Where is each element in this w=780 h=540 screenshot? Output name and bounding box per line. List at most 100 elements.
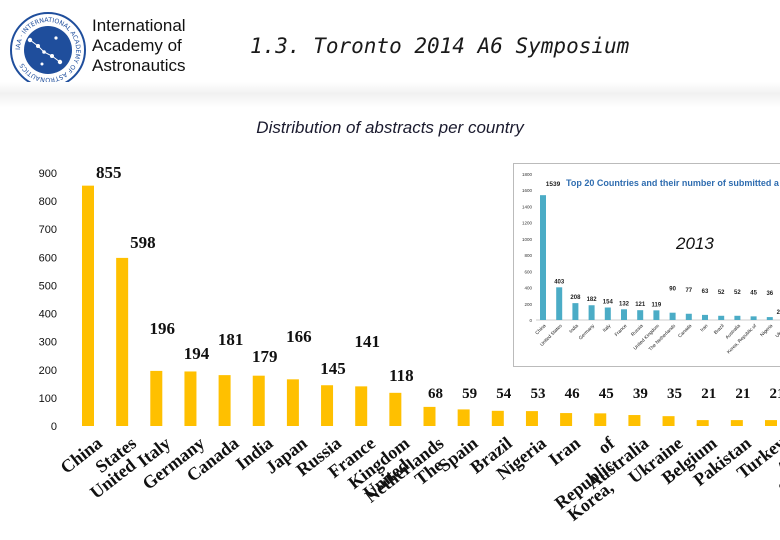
inset-category-label: Brazil [713, 323, 726, 336]
bar [150, 370, 163, 426]
inset-category-label: India [568, 323, 580, 335]
org-line-1: International [92, 16, 186, 35]
y-tick-label: 0 [51, 421, 57, 433]
inset-y-tick: 200 [524, 302, 532, 307]
chart-title: Distribution of abstracts per country [256, 118, 524, 137]
data-label: 35 [667, 386, 682, 402]
inset-data-label: 132 [619, 301, 630, 307]
inset-year-label: 2013 [676, 234, 714, 253]
inset-chart-title: Top 20 Countries and their number of sub… [566, 178, 779, 188]
y-tick-label: 100 [39, 393, 57, 405]
inset-category-label: China [534, 323, 547, 336]
inset-y-tick: 1600 [522, 188, 533, 193]
inset-category-label: France [614, 323, 629, 338]
inset-category-label: Nigeria [759, 323, 774, 338]
data-label: 194 [184, 344, 210, 363]
data-label: 179 [252, 347, 278, 366]
inset-data-label: 52 [734, 290, 741, 296]
org-line-2: Academy of [92, 36, 182, 55]
bar [730, 420, 743, 426]
inset-bar [621, 309, 627, 320]
inset-bar-chart: 0 200 400 600 800 1000 1200 1400 1600 1800 1539 Chi… [522, 172, 780, 356]
data-label: 54 [496, 386, 512, 402]
inset-y-tick: 1800 [522, 172, 533, 177]
inset-category-label: The Netherlands [648, 323, 678, 353]
data-label: 196 [150, 319, 176, 338]
inset-data-label: 182 [587, 297, 598, 303]
inset-y-tick: 600 [524, 269, 532, 274]
bar [662, 416, 675, 426]
slide-title: 1.3. Toronto 2014 A6 Symposium [250, 34, 630, 58]
y-tick-label: 700 [39, 224, 57, 236]
inset-data-label: 45 [750, 290, 757, 296]
inset-data-label: 119 [652, 302, 662, 308]
bar [321, 385, 334, 426]
bar [389, 392, 402, 426]
y-tick-label: 600 [39, 252, 57, 264]
bar [628, 415, 641, 426]
data-label: 45 [599, 386, 614, 402]
data-label: 21 [770, 386, 780, 402]
y-tick-label: 400 [39, 309, 57, 321]
data-label: 68 [428, 386, 443, 402]
x-category-label: Iran [545, 433, 584, 470]
inset-data-label: 77 [685, 288, 692, 294]
bar [560, 413, 573, 426]
inset-y-tick: 1200 [522, 221, 533, 226]
bar [355, 386, 368, 426]
inset-category-label: Russia [630, 323, 645, 338]
inset-data-label: 1539 [546, 181, 561, 188]
y-tick-label: 900 [39, 168, 57, 180]
inset-bar [766, 317, 773, 320]
inset-bar [734, 315, 741, 320]
inset-bar [718, 315, 725, 320]
data-label: 145 [320, 359, 346, 378]
bar [765, 420, 777, 426]
header-band [0, 82, 780, 108]
inset-bar [637, 310, 644, 320]
bar [457, 409, 470, 426]
data-label: 46 [565, 386, 581, 402]
inset-category-label: Canada [677, 323, 693, 339]
inset-data-label: 52 [718, 290, 725, 296]
inset-bar [588, 305, 595, 320]
bar [252, 375, 265, 426]
inset-y-tick: 800 [524, 253, 532, 258]
inset-bar [653, 310, 660, 320]
bar [525, 411, 538, 426]
inset-bar [669, 312, 676, 320]
data-label: 166 [286, 327, 312, 346]
inset-y-tick: 400 [524, 286, 532, 291]
iaa-logo-icon: IAA · INTERNATIONAL ACADEMY OF ASTRONAUT… [10, 12, 86, 88]
inset-category-label: Iran [699, 323, 709, 333]
bar [82, 185, 94, 426]
y-tick-label: 300 [39, 337, 57, 349]
inset-chart-2013: Top 20 Countries and their number of sub… [513, 163, 780, 367]
inset-category-label: Italy [602, 323, 613, 334]
inset-category-label: Korea, Republic of [726, 323, 759, 356]
y-tick-label: 200 [39, 365, 57, 377]
data-label: 598 [130, 233, 156, 252]
inset-y-tick: 1000 [522, 237, 533, 242]
data-label: 141 [354, 332, 380, 351]
data-label: 855 [96, 163, 122, 182]
inset-category-label: Germany [578, 323, 597, 342]
bar [286, 379, 299, 426]
data-label: 21 [735, 386, 750, 402]
inset-data-label: 25 [777, 310, 780, 316]
inset-y-tick: 0 [529, 318, 532, 323]
data-label: 181 [218, 330, 244, 349]
bar [184, 371, 197, 426]
y-tick-label: 500 [39, 280, 57, 292]
inset-y-tick: 1400 [522, 204, 533, 209]
inset-data-label: 63 [702, 289, 709, 295]
inset-data-label: 36 [766, 291, 773, 297]
inset-category-label: Ukraine [774, 323, 780, 339]
inset-data-label: 208 [570, 295, 581, 301]
bar [218, 375, 231, 426]
data-label: 59 [462, 386, 477, 402]
organization-name: International Academy of Astronautics [92, 16, 186, 76]
data-label: 21 [701, 386, 716, 402]
inset-bar [556, 287, 563, 320]
